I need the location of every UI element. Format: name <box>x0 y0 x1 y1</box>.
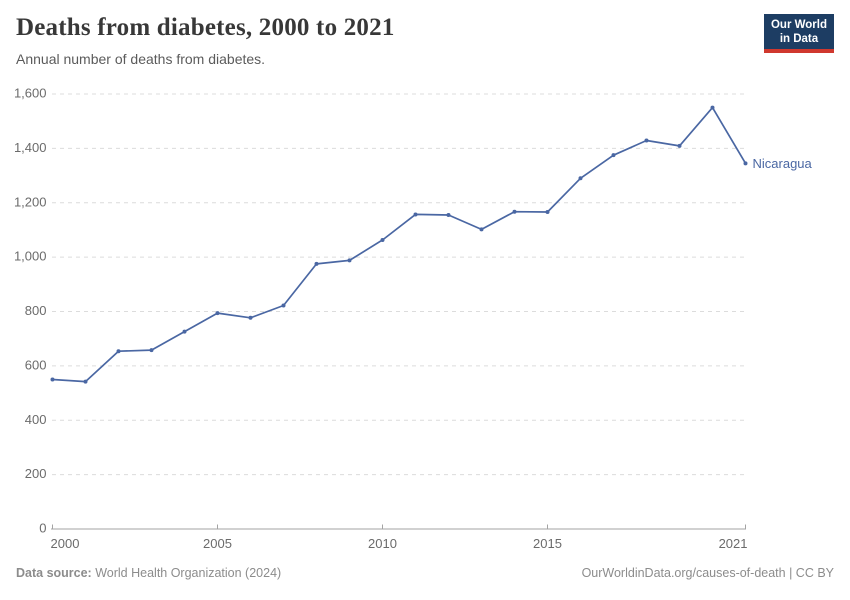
data-point[interactable] <box>545 209 550 214</box>
y-axis-tick-label: 1,000 <box>14 249 47 264</box>
y-axis-tick-label: 800 <box>25 303 47 318</box>
data-point[interactable] <box>248 315 253 320</box>
owid-logo-line1: Our World <box>770 19 827 31</box>
y-axis-tick-label: 1,600 <box>14 86 47 101</box>
chart-footer: Data source: World Health Organization (… <box>16 566 834 580</box>
data-point[interactable] <box>215 311 220 316</box>
data-point[interactable] <box>116 349 121 354</box>
y-axis-tick-label: 1,400 <box>14 140 47 155</box>
data-point[interactable] <box>512 209 517 214</box>
x-axis-tick-label: 2010 <box>368 536 397 551</box>
data-source-label: Data source: <box>16 566 92 580</box>
data-point[interactable] <box>413 212 418 217</box>
data-source: Data source: World Health Organization (… <box>16 566 281 580</box>
x-axis-tick-label: 2000 <box>51 536 80 551</box>
data-point[interactable] <box>710 105 715 110</box>
y-axis-tick-label: 400 <box>25 412 47 427</box>
data-point[interactable] <box>677 143 682 148</box>
data-point[interactable] <box>314 261 319 266</box>
y-axis-tick-label: 0 <box>39 521 46 536</box>
data-point[interactable] <box>182 329 187 334</box>
y-axis-tick-label: 200 <box>25 466 47 481</box>
data-point[interactable] <box>380 237 385 242</box>
data-point[interactable] <box>149 348 154 353</box>
data-point[interactable] <box>50 377 55 382</box>
data-line[interactable] <box>51 106 747 383</box>
owid-logo-line2: in Data <box>779 33 819 45</box>
data-point[interactable] <box>644 138 649 143</box>
x-axis-tick-label: 2021 <box>719 536 748 551</box>
y-axis-tick-label: 600 <box>25 357 47 372</box>
y-axis-tick-label: 1,200 <box>14 194 47 209</box>
data-point[interactable] <box>347 258 352 263</box>
owid-logo[interactable]: Our World in Data <box>763 14 834 53</box>
data-point[interactable] <box>578 176 583 181</box>
data-source-value: World Health Organization (2024) <box>95 566 282 580</box>
data-point[interactable] <box>446 212 451 217</box>
data-point[interactable] <box>83 379 88 384</box>
data-point[interactable] <box>743 161 748 166</box>
page-title: Deaths from diabetes, 2000 to 2021 <box>16 14 395 41</box>
footer-link[interactable]: OurWorldinData.org/causes-of-death | CC … <box>581 566 834 580</box>
data-point[interactable] <box>479 227 484 232</box>
chart-subtitle: Annual number of deaths from diabetes. <box>16 51 266 67</box>
data-point[interactable] <box>611 153 616 158</box>
x-axis-tick-label: 2005 <box>203 536 232 551</box>
entity-label[interactable]: Nicaragua <box>753 156 813 171</box>
x-axis-tick-label: 2015 <box>533 536 562 551</box>
data-point[interactable] <box>281 303 286 308</box>
